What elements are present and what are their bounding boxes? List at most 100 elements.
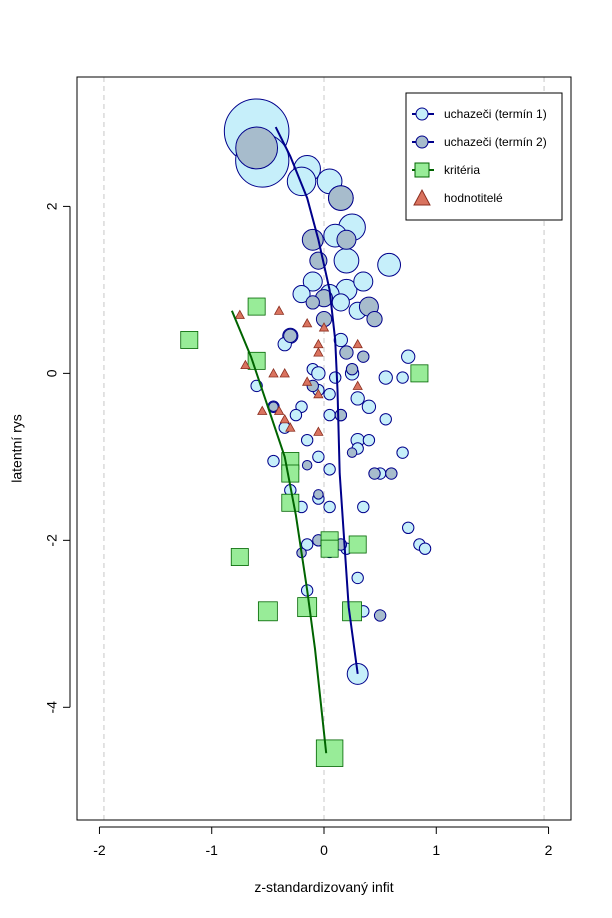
candidate-term1-point [418, 542, 432, 555]
candidate-term1-point [331, 293, 350, 312]
candidate-term1-point [267, 454, 280, 468]
criterion-point [247, 297, 266, 316]
candidate-term1-point [396, 371, 409, 384]
candidate-term1-point [292, 285, 311, 304]
candidate-term2-point [334, 408, 348, 422]
legend-triangle [413, 188, 431, 206]
rater-point [313, 426, 324, 436]
candidate-term2-point [346, 447, 358, 458]
candidate-term1-point [362, 433, 376, 447]
criterion-point [180, 331, 199, 349]
candidate-term1-point [300, 538, 314, 551]
candidate-term2-point [339, 345, 354, 360]
candidate-term2-point [345, 362, 359, 376]
candidate-term1-point [311, 366, 326, 381]
candidate-term2-point [385, 467, 398, 480]
legend-label: uchazeči (termín 2) [444, 135, 547, 149]
x-tick-label: 2 [545, 842, 553, 858]
candidate-term2-point [283, 328, 298, 343]
candidate-term1-point [323, 463, 336, 476]
rater-point [285, 422, 296, 432]
candidate-term1-point [323, 408, 336, 422]
candidate-term1-point [333, 247, 360, 274]
rater-point [279, 368, 290, 378]
trend-line [230, 310, 328, 754]
criterion-point [320, 539, 339, 558]
candidate-term1-point [286, 166, 317, 197]
candidate-term1-point [357, 500, 370, 514]
x-tick-label: 0 [320, 842, 328, 858]
x-tick-label: -2 [93, 842, 106, 858]
candidate-term1-point [302, 271, 323, 292]
candidate-term2-point [373, 609, 387, 622]
rater-point [268, 368, 279, 378]
rater-point [352, 380, 363, 390]
trend-lines [230, 126, 359, 754]
candidate-term1-point [323, 500, 336, 514]
rater-point [273, 405, 285, 415]
criterion-point [281, 493, 300, 512]
legend-circle [415, 107, 429, 121]
candidate-term1-point [401, 349, 416, 364]
candidate-term2-point [357, 350, 370, 363]
rater-point [234, 309, 245, 319]
candidate-term1-point [323, 388, 336, 401]
candidate-term2-point [301, 459, 313, 471]
candidate-term2-point [366, 311, 383, 328]
criterion-point [410, 364, 429, 383]
candidate-term2-point [235, 126, 279, 170]
reference-lines [103, 77, 545, 820]
legend-label: hodnotitelé [444, 191, 503, 205]
rater-point [352, 338, 363, 349]
rater-point [313, 388, 324, 399]
x-axis-label: z-standardizovaný infit [254, 879, 393, 895]
candidate-term1-point [353, 271, 374, 292]
y-tick-label: 2 [44, 202, 60, 210]
candidate-term2-point [313, 489, 324, 500]
candidate-term1-point [351, 571, 364, 585]
axes: -2 -1 0 1 2 -4 -2 0 2 [44, 202, 553, 858]
criterion-point [281, 464, 300, 483]
y-tick-label: -2 [44, 534, 60, 547]
x-tick-label: -1 [206, 842, 219, 858]
rater-point [273, 305, 285, 315]
rater-point [240, 359, 251, 370]
candidate-term1-point [289, 408, 303, 422]
rater-point [313, 347, 324, 357]
candidate-term2-point [336, 229, 357, 250]
candidate-term1-point [350, 391, 365, 406]
candidate-term1-point [300, 433, 314, 447]
y-tick-label: 0 [44, 369, 60, 377]
data-points [180, 98, 432, 767]
legend-label: kritéria [444, 163, 480, 177]
candidate-term2-point [305, 295, 320, 310]
candidate-term2-point [368, 467, 381, 480]
legend-circle [415, 135, 429, 149]
candidate-term1-point [312, 450, 325, 464]
criterion-point [247, 351, 266, 370]
criterion-point [297, 597, 318, 618]
legend-square [414, 162, 430, 178]
rater-point [257, 405, 268, 415]
candidate-term1-point [379, 413, 392, 426]
rater-point [301, 376, 313, 386]
candidate-term1-point [361, 399, 377, 414]
candidate-term1-point [378, 370, 393, 385]
criterion-point [348, 535, 367, 554]
rater-point [318, 322, 330, 332]
candidate-term1-point [346, 662, 369, 685]
trend-line [274, 126, 359, 675]
criterion-point [342, 601, 362, 622]
candidate-term1-point [329, 371, 342, 384]
candidate-term1-point [377, 252, 402, 277]
criterion-point [257, 601, 278, 622]
rater-point [301, 317, 313, 328]
y-axis-label: latentní rys [9, 414, 25, 482]
criterion-point [315, 739, 344, 767]
legend-label: uchazeči (termín 1) [444, 107, 547, 121]
criterion-point [230, 548, 249, 566]
plot-frame [76, 76, 572, 821]
candidate-term2-point [327, 185, 354, 211]
rater-point [313, 338, 324, 349]
